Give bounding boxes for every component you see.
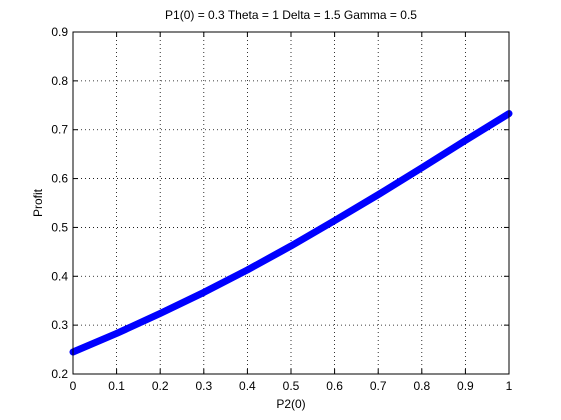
- y-tick-label: 0.7: [51, 123, 68, 137]
- y-tick-label: 0.9: [51, 25, 68, 39]
- x-axis-label: P2(0): [276, 397, 305, 411]
- x-tick-label: 0.2: [152, 379, 169, 393]
- y-tick-label: 0.3: [51, 318, 68, 332]
- x-tick-label: 0.9: [457, 379, 474, 393]
- x-tick-label: 0.6: [326, 379, 343, 393]
- y-tick-label: 0.8: [51, 74, 68, 88]
- x-tick-label: 0: [70, 379, 77, 393]
- chart-title: P1(0) = 0.3 Theta = 1 Delta = 1.5 Gamma …: [165, 8, 417, 22]
- x-tick-label: 0.8: [413, 379, 430, 393]
- y-axis-label: Profit: [31, 188, 45, 217]
- y-tick-label: 0.4: [51, 269, 68, 283]
- x-tick-label: 1: [506, 379, 513, 393]
- x-tick-label: 0.7: [370, 379, 387, 393]
- x-tick-label: 0.4: [239, 379, 256, 393]
- x-tick-label: 0.3: [195, 379, 212, 393]
- x-tick-label: 0.1: [108, 379, 125, 393]
- y-tick-label: 0.2: [51, 367, 68, 381]
- x-tick-label: 0.5: [283, 379, 300, 393]
- y-tick-label: 0.6: [51, 172, 68, 186]
- y-tick-label: 0.5: [51, 220, 68, 234]
